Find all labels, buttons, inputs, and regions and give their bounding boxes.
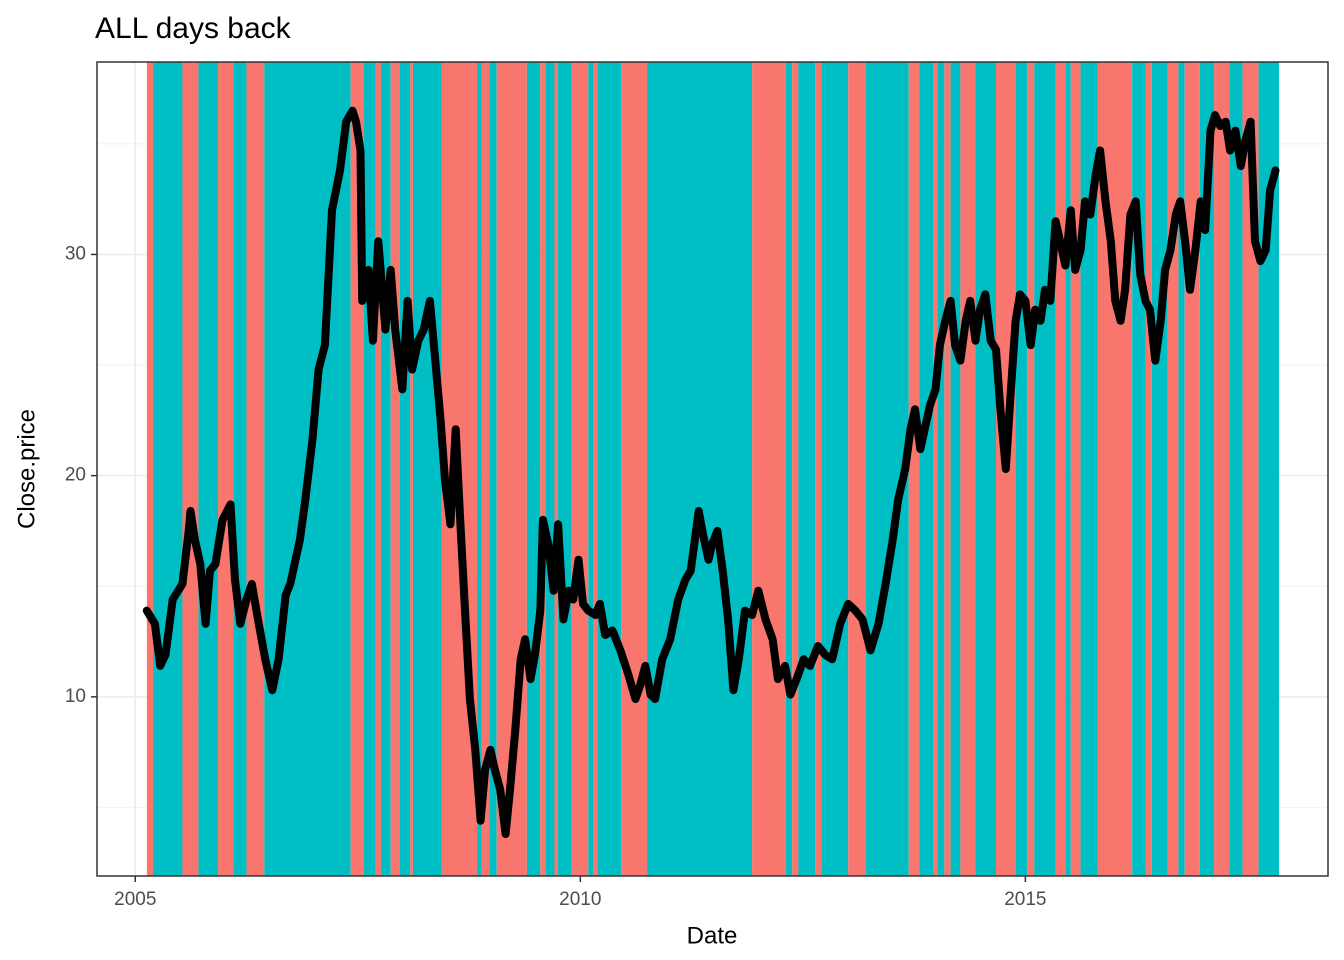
band <box>554 62 559 876</box>
band <box>621 62 648 876</box>
band <box>1258 62 1280 876</box>
band <box>1015 62 1028 876</box>
band <box>1184 62 1200 876</box>
band <box>1132 62 1146 876</box>
band <box>792 62 799 876</box>
band <box>1214 62 1230 876</box>
chart-title: ALL days back <box>95 12 292 45</box>
band <box>558 62 572 876</box>
band <box>588 62 594 876</box>
x-axis-label: Date <box>687 922 738 949</box>
band <box>1167 62 1179 876</box>
band <box>364 62 376 876</box>
band <box>540 62 546 876</box>
band <box>1242 62 1259 876</box>
band <box>153 62 183 876</box>
band <box>571 62 589 876</box>
x-tick-label: 2005 <box>114 889 156 910</box>
band <box>848 62 867 876</box>
band <box>908 62 920 876</box>
band <box>821 62 849 876</box>
x-tick-label: 2010 <box>559 889 601 910</box>
band <box>545 62 555 876</box>
band <box>752 62 786 876</box>
band <box>1055 62 1066 876</box>
band <box>975 62 996 876</box>
band <box>815 62 822 876</box>
band <box>1034 62 1056 876</box>
band <box>1178 62 1185 876</box>
band <box>146 62 154 876</box>
band <box>1151 62 1168 876</box>
band <box>412 62 442 876</box>
band <box>919 62 934 876</box>
band <box>944 62 951 876</box>
y-axis-label: Close.price <box>13 409 40 529</box>
band <box>477 62 482 876</box>
band <box>798 62 816 876</box>
band <box>198 62 219 876</box>
band <box>1145 62 1152 876</box>
band <box>489 62 497 876</box>
band <box>950 62 961 876</box>
band <box>399 62 411 876</box>
band <box>182 62 199 876</box>
band <box>937 62 945 876</box>
band <box>960 62 976 876</box>
band <box>647 62 753 876</box>
x-tick-label: 2015 <box>1004 889 1046 910</box>
band <box>1027 62 1035 876</box>
band <box>390 62 400 876</box>
band <box>218 62 234 876</box>
band <box>380 62 391 876</box>
panel-border <box>96 61 1329 877</box>
band <box>410 62 413 876</box>
band <box>1229 62 1243 876</box>
price-line <box>142 106 1280 838</box>
band <box>1065 62 1071 876</box>
band <box>593 62 598 876</box>
band <box>233 62 247 876</box>
y-tick-label: 30 <box>65 243 86 264</box>
band <box>933 62 938 876</box>
band <box>597 62 622 876</box>
band <box>1070 62 1081 876</box>
band <box>1080 62 1098 876</box>
y-tick-label: 20 <box>65 465 86 486</box>
band <box>785 62 793 876</box>
band <box>246 62 265 876</box>
band <box>481 62 490 876</box>
band <box>526 62 541 876</box>
y-tick-label: 10 <box>65 686 86 707</box>
band <box>1199 62 1215 876</box>
band <box>375 62 381 876</box>
